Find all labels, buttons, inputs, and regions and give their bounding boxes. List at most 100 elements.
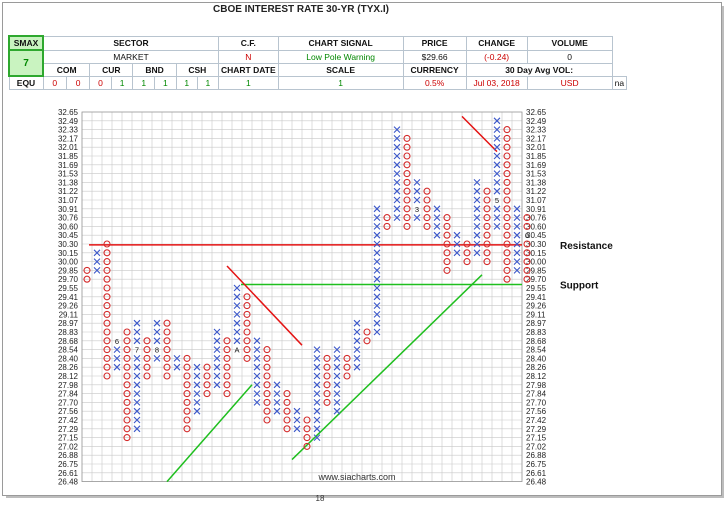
o-mark [103,293,111,301]
o-mark [503,240,511,248]
y-tick-label-right: 26.75 [526,460,547,469]
x-mark [513,231,521,239]
y-tick-label-right: 27.02 [526,442,547,451]
o-mark [303,434,311,442]
x-mark [93,258,101,265]
x-mark [473,179,481,186]
o-mark [83,275,91,283]
y-tick-label-left: 29.41 [58,293,79,302]
x-mark [313,372,321,380]
y-tick-label-left: 28.12 [58,372,79,381]
x-mark [413,214,421,221]
csh-label: CSH [175,62,220,77]
o-mark [163,319,171,327]
y-tick-label-left: 30.15 [58,249,79,258]
x-mark [413,196,421,204]
x-mark [233,293,241,301]
chart-date-value: Jul 03, 2018 [465,75,528,90]
o-mark [183,354,191,362]
o-mark [443,249,451,257]
y-tick-label-right: 30.30 [526,240,547,249]
o-mark [443,222,451,230]
x-mark [213,328,221,336]
o-mark [423,214,431,222]
x-mark [513,240,521,248]
x-mark [133,363,141,371]
y-tick-label-left: 32.17 [58,134,79,143]
o-mark [123,425,131,433]
y-tick-label-left: 31.53 [58,170,79,179]
o-mark [523,222,531,230]
x-mark [133,319,141,327]
y-tick-label-left: 30.91 [58,205,79,214]
o-mark [103,275,111,283]
downtrend-line-1 [226,265,303,346]
x-mark [313,407,321,415]
o-mark [343,354,351,362]
y-tick-label-right: 31.38 [526,178,547,187]
o-mark [123,390,131,398]
x-mark [213,372,221,380]
o-mark [403,152,411,160]
o-mark [203,381,211,389]
y-tick-label-right: 30.76 [526,214,547,223]
o-mark [263,390,271,398]
x-mark [233,337,241,345]
o-mark [103,310,111,318]
o-mark [503,222,511,230]
x-mark [473,249,481,257]
x-mark [373,214,381,221]
y-tick-label-left: 30.76 [58,214,79,223]
x-mark [113,346,121,353]
o-mark [163,337,171,345]
bnd-value-2: 1 [196,75,220,90]
x-mark [333,363,341,371]
o-mark [103,249,111,257]
y-tick-label-left: 31.85 [58,152,79,161]
o-mark [263,363,271,371]
smax-value: 7 [8,49,44,77]
y-tick-label-left: 28.83 [58,328,79,337]
y-tick-label-left: 29.26 [58,302,79,311]
o-mark [123,346,131,354]
x-mark [373,302,381,309]
o-mark [403,196,411,204]
x-mark [273,399,281,406]
o-mark [123,372,131,380]
o-mark [223,381,231,389]
y-tick-label-right: 32.65 [526,108,547,117]
x-mark [313,425,321,433]
o-mark [463,249,471,257]
y-tick-label-right: 28.26 [526,363,547,372]
o-mark [363,337,371,345]
x-mark [233,284,241,292]
x-mark [393,143,401,151]
y-tick-label-left: 27.42 [58,416,79,425]
x-mark [393,161,401,169]
y-tick-label-left: 27.56 [58,407,79,416]
y-tick-label-right: 29.70 [526,275,547,284]
y-tick-label-right: 27.56 [526,407,547,416]
o-mark [183,416,191,424]
y-tick-label-left: 31.69 [58,161,79,170]
x-mark [373,205,381,213]
o-mark [223,363,231,371]
o-mark [103,363,111,371]
x-mark [373,311,381,318]
x-mark [373,275,381,283]
month-marker: 7 [135,346,139,355]
o-mark [263,354,271,362]
page-number: 18 [315,494,325,503]
y-tick-label-left: 30.00 [58,258,79,267]
x-mark [313,346,321,353]
x-mark [373,258,381,265]
o-mark [163,354,171,362]
x-mark [133,399,141,406]
x-mark [253,337,261,345]
o-mark [203,372,211,380]
o-mark [183,398,191,406]
y-tick-label-right: 27.42 [526,416,547,425]
o-mark [163,372,171,380]
o-mark [103,302,111,310]
y-tick-label-right: 28.97 [526,319,547,328]
